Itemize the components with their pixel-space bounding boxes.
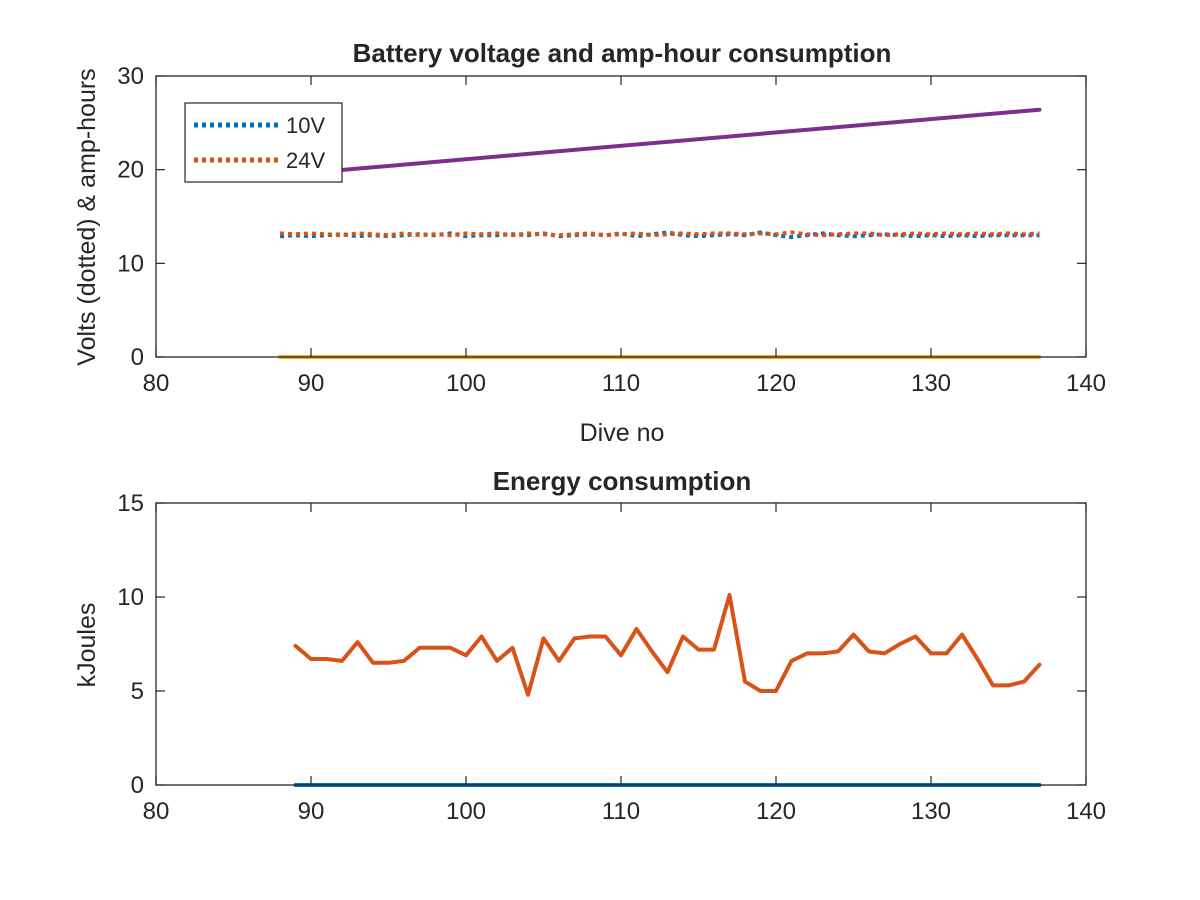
voltage-y-tick-label: 10 [117, 250, 144, 277]
voltage-plot-area [278, 107, 1042, 359]
energy-axes-box [155, 502, 1087, 786]
voltage-chart-title: Battery voltage and amp-hour consumption [353, 38, 892, 68]
voltage-y-axis-label: Volts (dotted) & amp-hours [73, 68, 101, 365]
voltage-x-axis-label: Dive no [580, 419, 665, 447]
voltage-x-tick-label: 100 [446, 370, 486, 397]
energy-y-tick-label: 0 [131, 772, 144, 799]
energy-series-line-1 [293, 593, 1042, 697]
voltage-y-tick-label: 20 [117, 157, 144, 184]
legend: 10V 24V [184, 102, 343, 183]
energy-x-tick-label: 80 [143, 798, 170, 825]
energy-y-axis-label: kJoules [73, 603, 101, 688]
voltage-x-tick-label: 130 [911, 370, 951, 397]
voltage-subplot: Battery voltage and amp-hour consumption… [73, 38, 1106, 447]
legend-box [184, 102, 343, 183]
energy-plot-area [293, 593, 1042, 787]
voltage-x-tick-label: 80 [143, 370, 170, 397]
energy-y-tick-label: 15 [117, 490, 144, 517]
energy-x-tick-label: 130 [911, 798, 951, 825]
legend-label-24v: 24V [286, 148, 325, 173]
voltage-x-tick-label: 110 [602, 370, 640, 397]
voltage-series-line-3 [278, 107, 1042, 178]
voltage-series-24v [279, 230, 1040, 238]
energy-x-tick-label: 140 [1066, 798, 1106, 825]
voltage-y-tick-label: 0 [131, 344, 144, 371]
voltage-x-tick-label: 90 [298, 370, 325, 397]
energy-x-tick-label: 120 [756, 798, 796, 825]
energy-x-tick-label: 110 [602, 798, 640, 825]
energy-y-tick-label: 10 [117, 584, 144, 611]
voltage-ticks: 80 90 100 110 120 130 140 0 10 20 30 [117, 63, 1106, 397]
voltage-y-tick-label: 30 [117, 63, 144, 90]
voltage-x-tick-label: 120 [756, 370, 796, 397]
energy-subplot: Energy consumption kJoules 80 90 100 110 120… [73, 466, 1106, 825]
energy-x-tick-label: 100 [446, 798, 486, 825]
energy-y-tick-label: 5 [131, 678, 144, 705]
energy-chart-title: Energy consumption [493, 466, 752, 496]
voltage-axes-box [155, 75, 1087, 358]
energy-ticks: 80 90 100 110 120 130 140 0 5 10 15 [117, 490, 1106, 825]
energy-x-tick-label: 90 [298, 798, 325, 825]
voltage-x-tick-label: 140 [1066, 370, 1106, 397]
legend-label-10v: 10V [286, 113, 325, 138]
